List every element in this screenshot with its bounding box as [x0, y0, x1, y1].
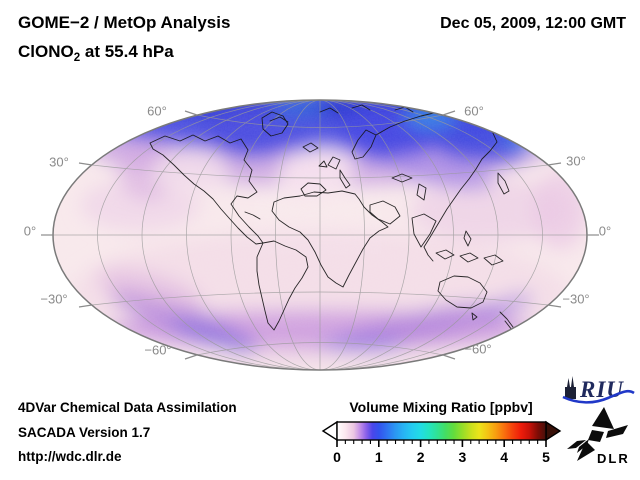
lat-label-right-0: 0°	[598, 223, 612, 239]
lat-label-left-m60: −60°	[144, 342, 172, 358]
colorbar-ticks	[336, 440, 547, 447]
colorbar-tick-4: 4	[500, 449, 509, 465]
graticule	[53, 100, 587, 370]
footer-line-assimilation: 4DVar Chemical Data Assimilation	[18, 400, 237, 415]
footer-credits: 4DVar Chemical Data Assimilation SACADA …	[18, 396, 237, 470]
lat-label-right-m60: −60°	[464, 341, 492, 357]
riu-logo-text: RIU	[579, 377, 624, 402]
colorbar-tick-5: 5	[542, 449, 550, 465]
dlr-logo: DLR	[567, 407, 630, 466]
footer-line-url: http://wdc.dlr.de	[18, 449, 122, 464]
lat-label-left-30: 30°	[49, 154, 69, 170]
riu-logo: RIU	[562, 376, 635, 404]
colorbar-tick-1: 1	[374, 449, 383, 465]
colorbar-tick-3: 3	[458, 449, 467, 465]
colorbar-title: Volume Mixing Ratio [ppbv]	[349, 399, 533, 415]
lat-label-left-60: 60°	[147, 103, 167, 119]
colorbar-tick-2: 2	[416, 449, 425, 465]
lat-label-right-30: 30°	[566, 153, 586, 169]
species-subscript: 2	[73, 52, 81, 64]
dlr-logo-text: DLR	[597, 451, 630, 466]
dlr-emblem-icon	[567, 407, 628, 461]
datetime-label: Dec 05, 2009, 12:00 GMT	[440, 15, 626, 32]
footer-line-version: SACADA Version 1.7	[18, 424, 151, 440]
pressure-level: at 55.4 hPa	[80, 42, 174, 61]
lat-label-left-0: 0°	[23, 223, 37, 239]
lat-label-right-60: 60°	[464, 103, 484, 119]
colorbar-arrow-left	[321, 420, 338, 442]
latitude-ticks	[41, 110, 599, 360]
coastlines	[149, 104, 514, 331]
species-name: ClONO	[18, 42, 74, 61]
lat-label-right-m30: −30°	[562, 291, 590, 307]
riu-wave-icon	[562, 389, 635, 404]
page-title: GOME−2 / MetOp Analysis	[18, 13, 231, 32]
colorbar	[321, 420, 562, 447]
colorbar-tick-0: 0	[333, 449, 341, 465]
lat-label-left-m30: −30°	[40, 291, 68, 307]
colorbar-gradient	[336, 421, 547, 441]
page-subtitle: ClONO2 at 55.4 hPa	[18, 42, 174, 64]
riu-cathedral-icon	[565, 376, 576, 399]
colorbar-arrow-right	[545, 420, 562, 442]
